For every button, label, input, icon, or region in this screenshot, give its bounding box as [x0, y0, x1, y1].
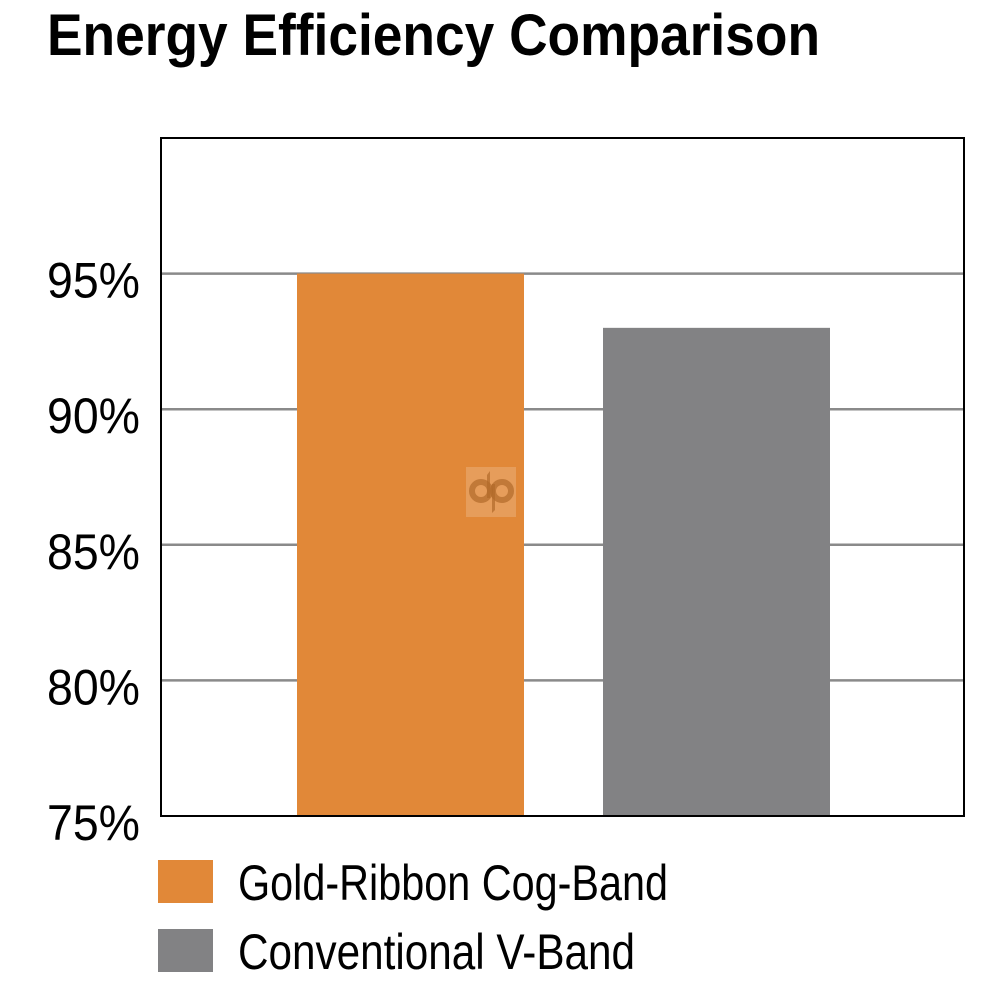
- legend-label: Conventional V-Band: [238, 924, 635, 980]
- y-tick-label: 75%: [47, 795, 140, 851]
- y-tick-label: 90%: [47, 388, 140, 444]
- watermark-d-stem: [487, 471, 490, 498]
- legend-swatch: [158, 929, 213, 972]
- watermark-logo: [466, 467, 516, 517]
- y-axis-ticks: 75% 80% 85% 90% 95%: [47, 253, 140, 851]
- legend: Gold-Ribbon Cog-Band Conventional V-Band: [158, 855, 668, 980]
- bar: [603, 327, 830, 816]
- legend-label: Gold-Ribbon Cog-Band: [238, 855, 668, 911]
- bars: [297, 273, 830, 817]
- legend-swatch: [158, 860, 213, 903]
- y-tick-label: 85%: [47, 524, 140, 580]
- y-tick-label: 95%: [47, 253, 140, 309]
- bar: [297, 273, 524, 817]
- y-tick-label: 80%: [47, 659, 140, 715]
- gridlines: [161, 272, 964, 682]
- plot-frame: [160, 137, 965, 817]
- chart-title: Energy Efficiency Comparison: [47, 3, 820, 68]
- watermark-p-stem: [492, 484, 495, 513]
